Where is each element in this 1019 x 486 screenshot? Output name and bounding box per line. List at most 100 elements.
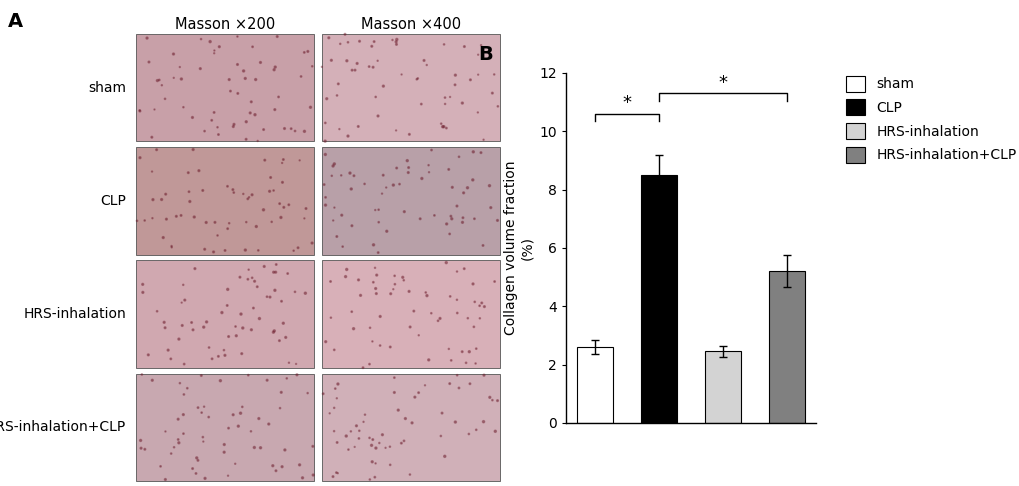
Point [399, 169, 416, 176]
Point [366, 38, 382, 46]
Point [378, 227, 394, 235]
Point [401, 323, 418, 331]
Point [486, 278, 502, 285]
Point [367, 285, 383, 293]
Point [450, 384, 467, 392]
Point [332, 40, 348, 48]
Point [289, 244, 306, 252]
Point [351, 427, 367, 434]
Point [345, 325, 362, 332]
Point [137, 217, 153, 225]
Point [429, 317, 445, 325]
Point [219, 302, 235, 310]
Point [267, 286, 283, 294]
Point [220, 424, 236, 432]
Point [473, 41, 489, 49]
Point [317, 201, 333, 209]
Point [194, 409, 210, 417]
Point [197, 474, 213, 482]
Point [198, 219, 214, 226]
Point [317, 193, 333, 201]
Point [225, 411, 242, 418]
Point [387, 126, 404, 134]
Point [342, 428, 359, 435]
Point [275, 156, 291, 163]
Point [475, 136, 491, 144]
Point [337, 432, 354, 440]
Point [392, 439, 409, 447]
Point [265, 187, 281, 194]
Point [131, 106, 148, 114]
Legend: sham, CLP, HRS-inhalation, HRS-inhalation+CLP: sham, CLP, HRS-inhalation, HRS-inhalatio… [842, 73, 1018, 166]
Point [367, 264, 383, 272]
Bar [322, 260, 499, 368]
Point [341, 169, 358, 177]
Point [135, 289, 151, 296]
Point [347, 422, 364, 430]
Point [131, 154, 148, 161]
Point [296, 214, 312, 222]
Point [265, 268, 281, 276]
Point [330, 80, 346, 88]
Point [201, 413, 217, 421]
Point [388, 35, 405, 43]
Point [385, 285, 401, 293]
Point [409, 75, 425, 83]
Point [276, 446, 292, 454]
Point [338, 57, 355, 65]
Point [400, 164, 417, 172]
Point [323, 56, 339, 64]
Point [144, 133, 160, 141]
Point [170, 439, 186, 447]
Point [274, 463, 290, 470]
Point [324, 473, 340, 481]
Point [300, 389, 316, 397]
Point [201, 344, 217, 351]
Point [158, 215, 174, 223]
Point [336, 31, 353, 38]
Point [365, 278, 381, 286]
Point [163, 243, 179, 251]
Point [448, 296, 465, 304]
Point [467, 360, 483, 367]
Point [343, 66, 360, 74]
Point [250, 246, 266, 254]
Point [211, 43, 227, 51]
Point [381, 443, 397, 451]
Point [214, 309, 230, 316]
Point [207, 219, 223, 226]
Text: B: B [478, 45, 493, 64]
Point [367, 93, 383, 101]
Point [395, 208, 412, 216]
Point [453, 218, 470, 226]
Point [370, 206, 386, 213]
Point [131, 107, 148, 115]
Point [433, 409, 449, 417]
Point [133, 371, 150, 379]
Point [346, 443, 363, 451]
Point [192, 65, 208, 72]
Point [351, 434, 367, 442]
Point [174, 322, 191, 330]
Point [442, 212, 459, 220]
Point [343, 308, 360, 315]
Point [242, 109, 258, 117]
Point [294, 474, 311, 482]
Point [350, 276, 366, 284]
Point [197, 245, 213, 253]
Point [351, 37, 367, 45]
Point [162, 355, 178, 363]
Point [345, 172, 362, 180]
Point [371, 439, 387, 447]
Point [251, 415, 267, 422]
Point [348, 60, 365, 68]
Point [144, 168, 160, 175]
Point [374, 190, 390, 197]
Point [466, 323, 482, 331]
Point [149, 307, 165, 315]
Point [272, 213, 288, 221]
Point [326, 427, 342, 435]
Point [322, 278, 338, 285]
Point [252, 59, 268, 67]
Point [296, 127, 312, 135]
